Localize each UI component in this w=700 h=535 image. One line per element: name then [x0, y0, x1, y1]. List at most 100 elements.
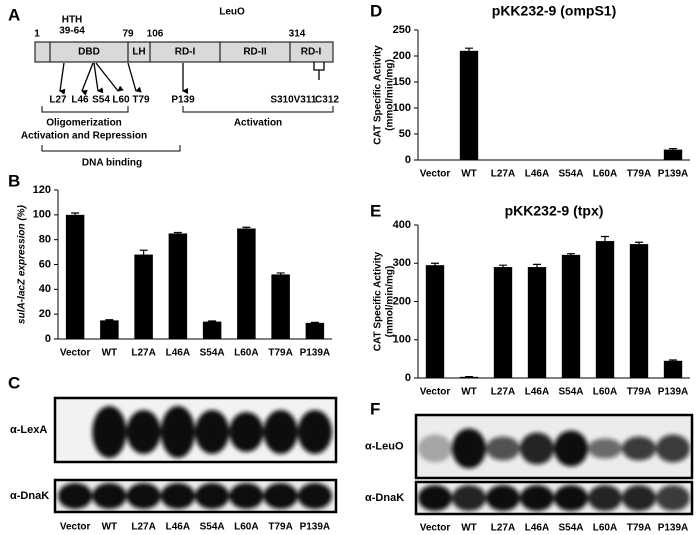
domain: DBD — [78, 47, 100, 58]
band — [126, 410, 161, 454]
error-bar — [71, 212, 80, 218]
y-tick-label: 250 — [393, 24, 411, 36]
error-bar — [310, 321, 319, 324]
y-tick-label: 100 — [393, 334, 411, 346]
band — [418, 434, 452, 463]
band — [588, 485, 622, 511]
bar — [629, 244, 649, 378]
error-bar — [139, 249, 148, 260]
x-tick-label: WT — [461, 387, 477, 398]
y-tick-label: 40 — [39, 283, 51, 295]
panel-letter: E — [370, 201, 381, 220]
lane-label: P139A — [300, 522, 331, 533]
residue: S54 — [92, 95, 110, 106]
x-tick-label: L27A — [491, 387, 515, 398]
band — [656, 485, 690, 511]
lane-label: S54A — [200, 522, 225, 533]
position: 106 — [147, 29, 164, 40]
y-axis-unit: (mmol/min/mg) — [385, 266, 396, 338]
lane-label: Vector — [60, 522, 91, 533]
band — [452, 485, 486, 511]
error-bar — [208, 320, 217, 323]
y-tick-label: 60 — [39, 258, 51, 270]
y-tick-label: 400 — [393, 219, 411, 231]
y-tick-label: 100 — [33, 209, 51, 221]
lane-label: L60A — [234, 522, 258, 533]
x-tick-label: T79A — [627, 169, 651, 180]
y-tick-label: 0 — [405, 372, 411, 384]
x-tick-label: L27A — [491, 169, 515, 180]
chart-title: pKK232-9 (ompS1) — [492, 3, 616, 19]
bar — [202, 321, 222, 339]
blot-label: α-LeuO — [365, 440, 404, 452]
lane-label: T79A — [268, 522, 292, 533]
residue: P139 — [171, 95, 195, 106]
function: Oligomerization — [46, 118, 122, 129]
position: 79 — [122, 29, 134, 40]
bar — [527, 267, 547, 378]
error-bar — [567, 253, 575, 257]
domain: RD-I — [175, 47, 196, 58]
lane-label: L60A — [593, 523, 617, 534]
arrows — [59, 62, 188, 96]
bar — [595, 241, 615, 378]
band — [263, 483, 298, 509]
x-tick-label: L60A — [593, 169, 617, 180]
y-tick-label: 150 — [393, 76, 411, 88]
blot-label: α-LexA — [10, 424, 47, 436]
blot-row: α-DnaK — [365, 480, 694, 516]
x-tick-label: S54A — [200, 348, 225, 359]
band — [126, 483, 161, 509]
band — [229, 412, 264, 452]
y-tick-label: 120 — [33, 184, 51, 196]
band — [554, 485, 588, 511]
x-tick-label: Vector — [420, 387, 451, 398]
blot-label: α-DnaK — [10, 490, 49, 502]
x-tick-label: WT — [102, 348, 118, 359]
band — [229, 483, 264, 509]
x-tick-label: P139A — [300, 348, 331, 359]
position: 314 — [289, 29, 306, 40]
bar — [305, 322, 325, 339]
chart-title: pKK232-9 (tpx) — [505, 203, 604, 219]
band — [263, 410, 298, 454]
panel-letter: F — [370, 399, 380, 418]
motif: HTH — [62, 15, 83, 26]
blot-label: α-DnaK — [365, 492, 404, 504]
error-bar — [669, 147, 677, 152]
bar — [425, 265, 445, 378]
bar — [134, 254, 153, 339]
band — [452, 428, 486, 469]
x-tick-label: P139A — [658, 169, 689, 180]
domain-diagram: A LeuO HTH 39-64 1 79 106 314 DBD LH RD-… — [8, 5, 339, 168]
blot-row: α-LeuO — [365, 413, 694, 480]
error-bar — [276, 272, 285, 277]
lane-label: WT — [102, 522, 118, 533]
x-tick-label: L60A — [593, 387, 617, 398]
domain: LH — [132, 47, 145, 58]
band — [160, 406, 195, 458]
y-tick-label: 200 — [393, 50, 411, 62]
lane-label: WT — [461, 523, 477, 534]
y-tick-label: 200 — [393, 295, 411, 307]
residue: S310 — [270, 95, 294, 106]
bar — [168, 233, 188, 339]
residue: T79 — [132, 95, 150, 106]
error-bar — [601, 235, 609, 247]
x-tick-label: S54A — [558, 169, 583, 180]
bands — [92, 406, 332, 458]
y-tick-label: 0 — [45, 333, 51, 345]
x-tick-label: Vector — [60, 348, 91, 359]
x-tick-label: L27A — [131, 348, 155, 359]
y-axis-label: sulA-lacZ expression (%) — [17, 204, 28, 324]
domain-divider — [49, 42, 291, 62]
bar — [493, 267, 513, 378]
lane-label: L27A — [491, 523, 515, 534]
residue: L46 — [71, 95, 89, 106]
band — [92, 483, 127, 509]
fork — [313, 62, 325, 80]
band — [520, 432, 554, 465]
error-bar — [669, 359, 677, 363]
band — [418, 485, 452, 511]
